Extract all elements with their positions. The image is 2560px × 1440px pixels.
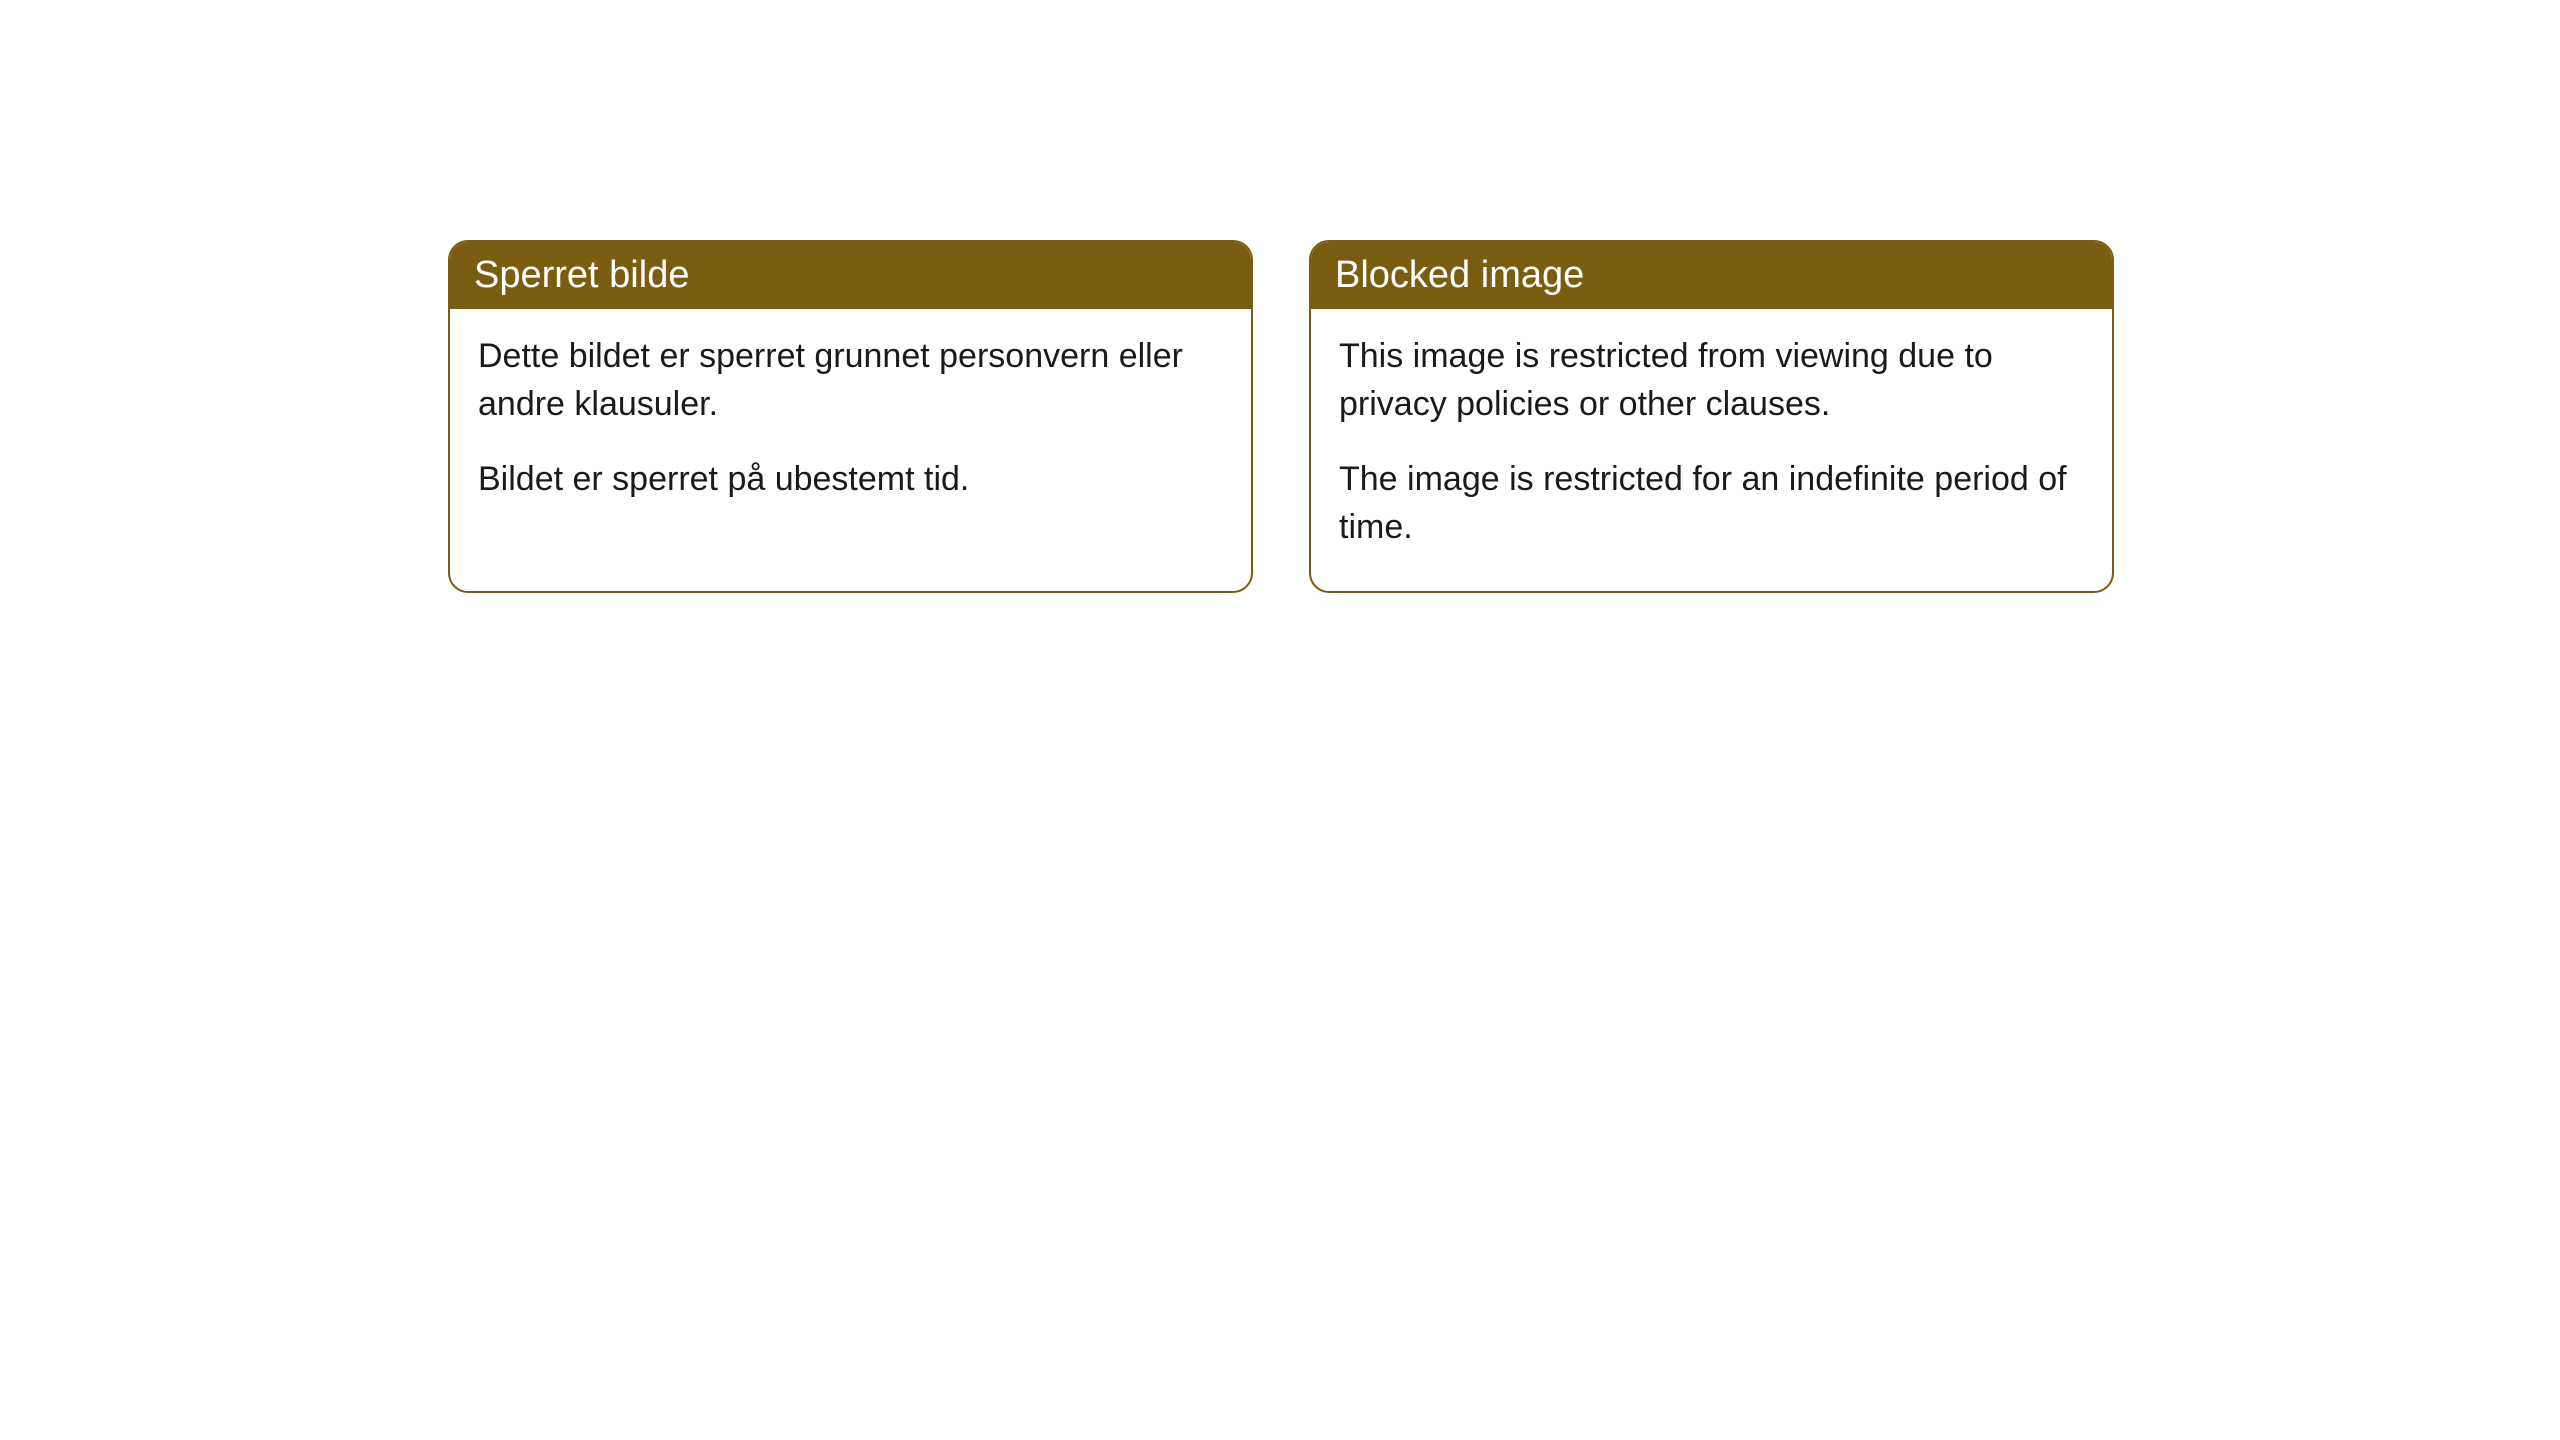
card-header: Sperret bilde xyxy=(450,242,1251,309)
card-header: Blocked image xyxy=(1311,242,2112,309)
card-paragraph: Dette bildet er sperret grunnet personve… xyxy=(478,333,1223,428)
blocked-image-card-english: Blocked image This image is restricted f… xyxy=(1309,240,2114,593)
card-paragraph: Bildet er sperret på ubestemt tid. xyxy=(478,456,1223,504)
card-body: Dette bildet er sperret grunnet personve… xyxy=(450,309,1251,544)
notice-container: Sperret bilde Dette bildet er sperret gr… xyxy=(0,0,2560,593)
card-body: This image is restricted from viewing du… xyxy=(1311,309,2112,591)
card-paragraph: The image is restricted for an indefinit… xyxy=(1339,456,2084,551)
card-title: Sperret bilde xyxy=(474,254,689,296)
blocked-image-card-norwegian: Sperret bilde Dette bildet er sperret gr… xyxy=(448,240,1253,593)
card-title: Blocked image xyxy=(1335,254,1584,296)
card-paragraph: This image is restricted from viewing du… xyxy=(1339,333,2084,428)
